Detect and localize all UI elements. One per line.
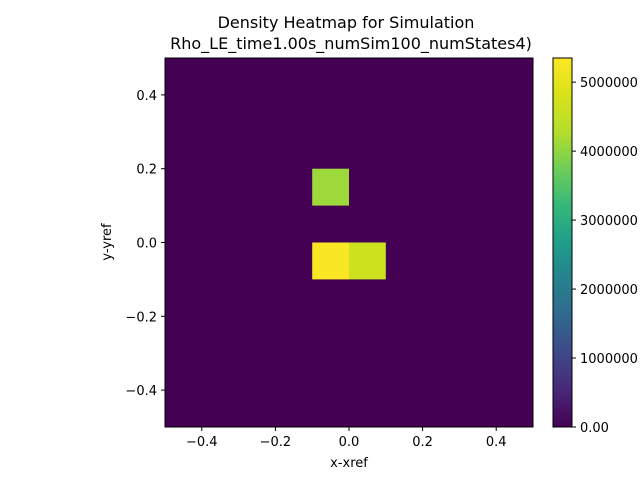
x-axis-ticks: −0.4 −0.2 0.0 0.2 0.4 [186,427,507,450]
y-tick-label: −0.2 [125,310,157,325]
colorbar-tick-label: 2000000 [580,283,638,298]
y-tick-label: 0.4 [136,89,157,104]
x-axis-label: x-xref [330,456,368,471]
x-tick-label: −0.2 [260,435,292,450]
colorbar-ticks: 0.00 1000000 2000000 3000000 4000000 5000000 [572,76,638,436]
x-tick-label: −0.4 [186,435,218,450]
colorbar-tick-label: 5000000 [580,76,638,91]
chart-subtitle: Rho_LE_time1.00s_numSim100_numStates4) [170,34,532,54]
y-axis-label: y-yref [100,223,115,261]
y-tick-label: −0.4 [125,384,157,399]
heatmap-cell [312,168,349,206]
heatmap-cells [312,168,386,280]
colorbar-tick-label: 1000000 [580,352,638,367]
heatmap-cell [312,242,349,280]
y-tick-label: 0.2 [136,163,157,178]
chart-title: Density Heatmap for Simulation [218,13,475,32]
colorbar [552,57,573,428]
colorbar-tick-label: 0.00 [580,421,609,436]
x-tick-label: 0.2 [412,435,433,450]
colorbar-tick-label: 3000000 [580,214,638,229]
x-tick-label: 0.4 [486,435,507,450]
y-tick-label: 0.0 [136,237,157,252]
colorbar-tick-label: 4000000 [580,145,638,160]
y-axis-ticks: −0.4 −0.2 0.0 0.2 0.4 [125,89,165,399]
x-tick-label: 0.0 [339,435,360,450]
heatmap-cell [349,242,386,280]
